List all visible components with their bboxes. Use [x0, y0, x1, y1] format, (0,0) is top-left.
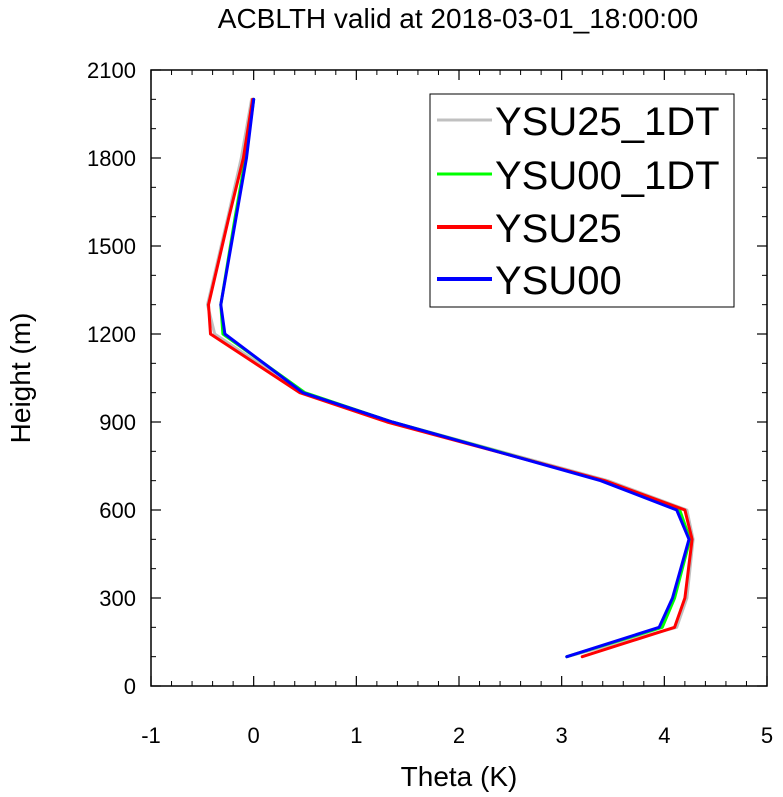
series-layer: [206, 97, 695, 659]
x-axis-label: Theta (K): [401, 761, 518, 792]
y-tick-label: 900: [99, 410, 136, 435]
legend: YSU25_1DT YSU00_1DT YSU25 YSU00: [429, 93, 735, 308]
y-axis-label: Height (m): [5, 313, 36, 444]
series-line-ysu00: [219, 97, 691, 659]
x-tick-label: 4: [658, 723, 670, 748]
y-tick-label: 600: [99, 498, 136, 523]
legend-label-ysu25: YSU25: [495, 207, 622, 251]
y-tick-label: 1200: [87, 322, 136, 347]
x-tick-label: -1: [141, 723, 161, 748]
y-tick-label: 300: [99, 586, 136, 611]
x-tick-label: 0: [248, 723, 260, 748]
y-tick-label: 2100: [87, 58, 136, 83]
legend-label-ysu25-1dt: YSU25_1DT: [495, 100, 720, 144]
y-tick-label: 1500: [87, 234, 136, 259]
chart-title: ACBLTH valid at 2018-03-01_18:00:00: [218, 3, 698, 34]
y-tick-label: 0: [124, 674, 136, 699]
legend-box: [429, 93, 735, 308]
x-tick-label: 3: [556, 723, 568, 748]
x-tick-label: 5: [761, 723, 773, 748]
x-tick-label: 1: [350, 723, 362, 748]
legend-label-ysu00: YSU00: [495, 259, 622, 303]
series-line-ysu25: [207, 97, 694, 659]
y-tick-label: 1800: [87, 146, 136, 171]
legend-label-ysu00-1dt: YSU00_1DT: [495, 154, 720, 198]
x-tick-label: 2: [453, 723, 465, 748]
